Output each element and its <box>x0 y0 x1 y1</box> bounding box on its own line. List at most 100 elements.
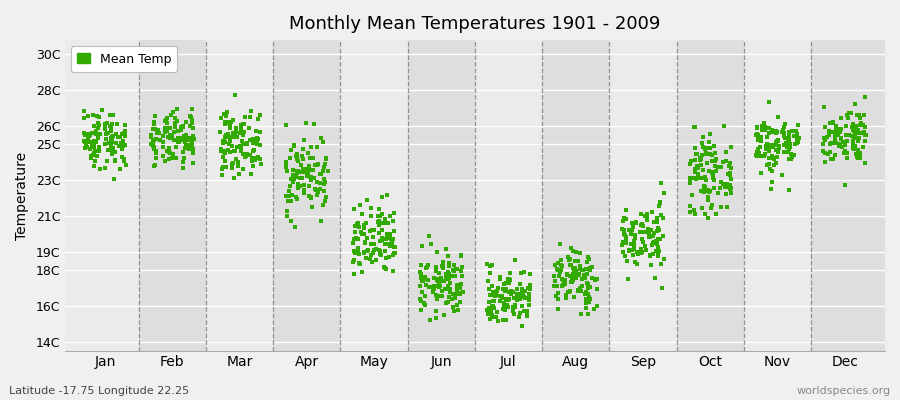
Point <box>279 193 293 200</box>
Point <box>501 296 516 302</box>
Point <box>114 131 129 137</box>
Point <box>296 156 310 162</box>
Point <box>637 213 652 219</box>
Point <box>428 264 443 270</box>
Point <box>634 250 648 256</box>
Point <box>705 202 719 208</box>
Point <box>375 235 390 241</box>
Point <box>858 132 872 138</box>
Point <box>418 274 432 280</box>
Point <box>99 158 113 164</box>
Point <box>518 294 532 301</box>
Point <box>707 163 722 169</box>
Point <box>437 285 452 292</box>
Point <box>482 286 497 292</box>
Point <box>504 291 518 298</box>
Point <box>708 150 723 156</box>
Point <box>98 136 112 142</box>
Point <box>650 219 664 225</box>
Point <box>570 248 584 255</box>
Point <box>184 142 199 148</box>
Point <box>297 190 311 196</box>
Point <box>108 157 122 164</box>
Point <box>485 311 500 318</box>
Point <box>721 170 735 177</box>
Point <box>787 133 801 140</box>
Point <box>351 250 365 256</box>
Point <box>349 234 364 241</box>
Point <box>481 260 495 267</box>
Point <box>348 229 363 235</box>
Point <box>619 216 634 222</box>
Point <box>90 134 104 141</box>
Point <box>582 284 597 290</box>
Point <box>310 192 324 198</box>
Point <box>550 282 564 289</box>
Point <box>750 131 764 138</box>
Point <box>148 155 163 161</box>
Point <box>160 125 175 131</box>
Point <box>147 163 161 170</box>
Point <box>383 236 398 242</box>
Point <box>691 165 706 171</box>
Point <box>622 247 636 254</box>
Point <box>183 123 197 130</box>
Point <box>356 248 371 255</box>
Point <box>564 279 579 286</box>
Point <box>374 194 389 200</box>
Point <box>436 261 450 268</box>
Point <box>112 166 127 172</box>
Point <box>236 121 250 128</box>
Point <box>450 282 464 289</box>
Point <box>117 157 131 164</box>
Point <box>116 130 130 136</box>
Point <box>493 274 508 280</box>
Point <box>290 150 304 157</box>
Point <box>185 117 200 123</box>
Point <box>365 234 380 240</box>
Point <box>167 136 182 143</box>
Point <box>706 176 721 183</box>
Point <box>184 146 199 152</box>
Bar <box>811 40 885 351</box>
Point <box>441 298 455 305</box>
Point <box>118 133 132 140</box>
Point <box>684 158 698 164</box>
Point <box>237 121 251 128</box>
Point <box>698 150 713 157</box>
Point <box>856 144 870 150</box>
Point <box>429 268 444 274</box>
Point <box>763 166 778 172</box>
Point <box>440 286 454 292</box>
Point <box>319 155 333 162</box>
Point <box>81 133 95 140</box>
Point <box>316 139 330 146</box>
Point <box>483 292 498 298</box>
Point <box>616 239 630 245</box>
Point <box>171 128 185 135</box>
Point <box>858 94 872 101</box>
Point <box>156 133 170 139</box>
Point <box>646 239 661 246</box>
Point <box>231 159 246 166</box>
Point <box>182 142 196 149</box>
Point <box>217 138 231 144</box>
Point <box>590 286 604 292</box>
Point <box>653 261 668 268</box>
Point <box>100 120 114 126</box>
Point <box>855 130 869 136</box>
Point <box>626 238 641 244</box>
Point <box>251 136 266 142</box>
Point <box>294 175 309 181</box>
Point <box>320 168 335 174</box>
Point <box>749 131 763 138</box>
Point <box>772 143 787 149</box>
Point <box>229 129 243 136</box>
Point <box>213 147 228 154</box>
Point <box>441 269 455 276</box>
Point <box>215 166 230 172</box>
Point <box>558 277 572 284</box>
Point <box>646 251 661 257</box>
Point <box>186 133 201 140</box>
Point <box>654 284 669 291</box>
